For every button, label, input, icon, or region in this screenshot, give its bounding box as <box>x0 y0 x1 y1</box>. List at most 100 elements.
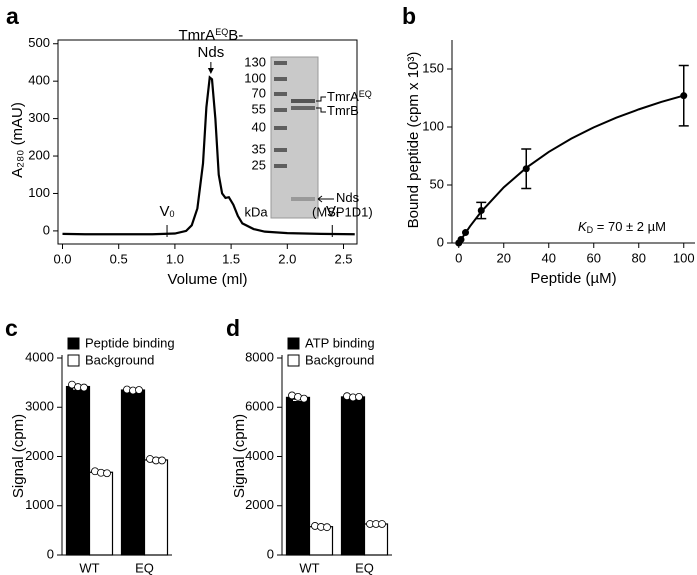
y-tick-label: 2000 <box>245 497 274 512</box>
gel-pointer <box>316 96 326 113</box>
gel-unit: kDa <box>244 204 268 219</box>
x-tick-label: EQ <box>135 560 154 575</box>
x-tick-label: 0 <box>455 250 462 265</box>
gel-marker-label: 70 <box>252 85 266 100</box>
x-tick-label: 1.5 <box>222 251 240 266</box>
legend-label: Background <box>85 352 154 367</box>
replicate-point <box>103 469 111 478</box>
kd-annotation-part: K <box>578 219 588 234</box>
x-tick-label: 100 <box>673 250 695 265</box>
volume-marker-label-part: t <box>336 209 339 219</box>
bar <box>143 459 169 556</box>
gel-marker-label: 35 <box>252 141 266 156</box>
kd-annotation-part: D <box>587 225 594 235</box>
y-tick-label: 100 <box>422 118 444 133</box>
volume-marker-label-part: V <box>160 203 170 220</box>
bar <box>363 523 389 556</box>
x-axis-label: Peptide (µM) <box>530 270 616 287</box>
peak-label: Nds <box>198 44 225 61</box>
y-tick-label: 500 <box>28 35 50 50</box>
gel-band-label: TmrAEQ <box>327 89 372 105</box>
gel-marker-band <box>274 148 287 152</box>
gel-marker-label: 25 <box>252 157 266 172</box>
legend-swatch <box>287 337 300 350</box>
volume-marker-label: Vt <box>326 203 339 220</box>
peak-label-part: B- <box>228 27 243 44</box>
y-tick-label: 4000 <box>245 448 274 463</box>
gel-marker-label: 40 <box>252 119 266 134</box>
kd-annotation: KD = 70 ± 2 µM <box>578 219 666 234</box>
y-tick-label: 300 <box>28 110 50 125</box>
y-tick-label: 150 <box>422 60 444 75</box>
peak-label-part: TmrA <box>179 27 216 44</box>
legend-swatch <box>67 354 80 367</box>
gel-marker-band <box>274 92 287 96</box>
gel-note: (MSP1D1) <box>312 204 373 219</box>
data-point <box>477 207 485 215</box>
panel-label: c <box>5 315 18 341</box>
data-point <box>457 236 465 244</box>
y-tick-label: 100 <box>28 185 50 200</box>
legend-label: ATP binding <box>305 335 375 350</box>
gel-pointer <box>317 195 334 203</box>
x-tick-label: EQ <box>355 560 374 575</box>
replicate-point <box>135 386 143 394</box>
replicate-point <box>300 394 308 403</box>
bar <box>120 389 146 556</box>
gel-marker-band <box>274 164 287 168</box>
volume-marker-label-part: 0 <box>170 209 175 219</box>
y-tick-label: 1000 <box>25 497 54 512</box>
bar <box>340 396 366 556</box>
x-tick-label: WT <box>299 560 319 575</box>
volume-marker-label: V0 <box>160 203 175 220</box>
panel-label: b <box>402 3 416 29</box>
gel-band <box>291 99 315 103</box>
x-tick-label: WT <box>79 560 99 575</box>
gel-band <box>291 106 315 110</box>
x-tick-label: 60 <box>587 250 601 265</box>
volume-marker-label-part: V <box>326 203 336 220</box>
gel-marker-band <box>274 77 287 81</box>
plot-frame <box>57 39 358 245</box>
bar <box>88 471 114 556</box>
y-axis-label: Bound peptide (cpm x 10³) <box>405 52 422 229</box>
y-axis-label: Signal (cpm) <box>231 414 248 498</box>
x-tick-label: 0.5 <box>110 251 128 266</box>
gel-marker-band <box>274 126 287 130</box>
panel-label: d <box>226 315 240 341</box>
replicate-point <box>158 456 166 465</box>
y-axis-label: A₂₈₀ (mAU) <box>9 102 26 178</box>
x-tick-label: 0.0 <box>53 251 71 266</box>
legend-swatch <box>287 354 300 367</box>
data-point <box>462 229 469 237</box>
x-axis-label: Volume (ml) <box>167 271 247 288</box>
bar <box>285 396 311 556</box>
data-point <box>522 165 530 173</box>
peak-label: TmrAEQB- <box>179 27 244 44</box>
gel-band-label-part: TmrB <box>327 103 359 118</box>
gel-marker-band <box>274 108 287 112</box>
y-tick-label: 0 <box>437 234 444 249</box>
bar <box>308 526 334 556</box>
gel-band-label: TmrB <box>327 103 359 118</box>
gel-band <box>291 197 315 201</box>
data-point <box>680 92 688 100</box>
y-tick-label: 4000 <box>25 349 54 364</box>
gel-band-label-part: Nds <box>336 190 360 205</box>
kd-annotation-part: = 70 ± 2 µM <box>593 219 666 234</box>
peak-label-part: EQ <box>215 27 228 37</box>
bar <box>65 385 91 556</box>
x-tick-label: 1.0 <box>166 251 184 266</box>
gel-marker-label: 130 <box>244 54 266 69</box>
replicate-point <box>355 393 363 401</box>
x-tick-label: 20 <box>497 250 511 265</box>
y-tick-label: 0 <box>267 546 274 561</box>
chromatogram-line <box>62 75 355 236</box>
peak-arrowhead <box>207 68 214 74</box>
y-tick-label: 50 <box>430 176 444 191</box>
x-tick-label: 2.0 <box>278 251 296 266</box>
gel-band-label-part: EQ <box>359 89 372 99</box>
x-tick-label: 2.5 <box>334 251 352 266</box>
gel-band-label-part: TmrA <box>327 89 359 104</box>
